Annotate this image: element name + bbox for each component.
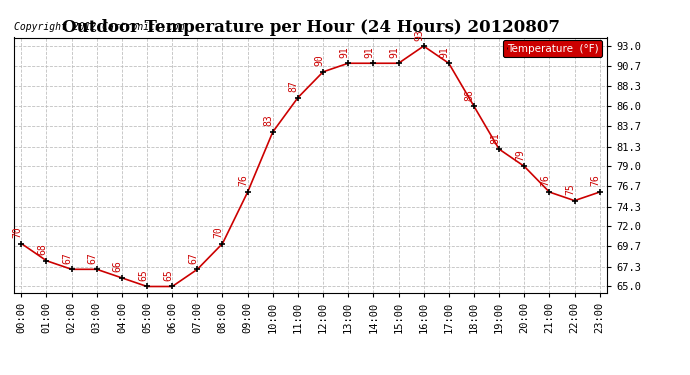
Text: 93: 93: [415, 29, 424, 40]
Text: 90: 90: [314, 54, 324, 66]
Text: 67: 67: [88, 252, 97, 264]
Text: 91: 91: [389, 46, 400, 58]
Text: 81: 81: [490, 132, 500, 144]
Text: 86: 86: [465, 89, 475, 101]
Text: 91: 91: [364, 46, 374, 58]
Text: 66: 66: [112, 261, 123, 272]
Text: 65: 65: [138, 269, 148, 281]
Text: 67: 67: [63, 252, 72, 264]
Legend: Temperature  (°F): Temperature (°F): [503, 40, 602, 57]
Text: 70: 70: [12, 226, 22, 238]
Text: 67: 67: [188, 252, 198, 264]
Text: 79: 79: [515, 149, 525, 161]
Text: 75: 75: [565, 183, 575, 195]
Text: 91: 91: [339, 46, 349, 58]
Title: Outdoor Temperature per Hour (24 Hours) 20120807: Outdoor Temperature per Hour (24 Hours) …: [61, 19, 560, 36]
Text: 65: 65: [163, 269, 173, 281]
Text: 76: 76: [591, 175, 600, 186]
Text: 76: 76: [540, 175, 550, 186]
Text: 70: 70: [213, 226, 224, 238]
Text: 87: 87: [288, 80, 299, 92]
Text: 76: 76: [239, 175, 248, 186]
Text: 91: 91: [440, 46, 450, 58]
Text: 83: 83: [264, 115, 274, 126]
Text: Copyright 2012 Cartronics.com: Copyright 2012 Cartronics.com: [14, 22, 184, 32]
Text: 68: 68: [37, 243, 48, 255]
